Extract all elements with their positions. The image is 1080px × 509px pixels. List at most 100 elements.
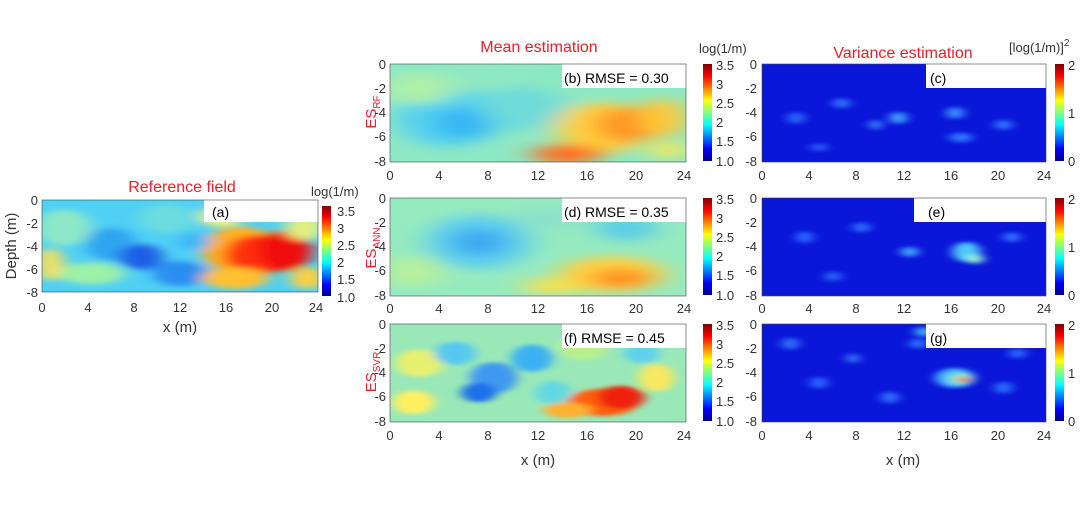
cb-tick: 1 xyxy=(1068,106,1075,121)
x-tick: 8 xyxy=(852,168,859,183)
panel-frame xyxy=(389,197,687,297)
x-tick: 24 xyxy=(309,300,323,315)
y-tick: -8 xyxy=(26,285,38,300)
y-tick: 0 xyxy=(379,317,386,332)
y-tick: 0 xyxy=(379,191,386,206)
y-tick: -6 xyxy=(745,129,757,144)
cb-tick: 1.5 xyxy=(337,272,355,287)
cb-tick: 2.5 xyxy=(716,356,734,371)
cb-tick: 1.5 xyxy=(716,268,734,283)
x-tick: 16 xyxy=(580,301,594,316)
y-tick: -2 xyxy=(745,215,757,230)
y-tick: -2 xyxy=(374,215,386,230)
row-label-text: ESSVR xyxy=(363,352,383,393)
y-tick: -4 xyxy=(26,239,38,254)
var-x-ticks-row3: 0 4 8 12 16 20 24 xyxy=(758,428,1051,443)
cb-tick: 1.5 xyxy=(716,394,734,409)
x-tick: 12 xyxy=(531,301,545,316)
y-tick: -8 xyxy=(745,288,757,303)
cb-tick: 3 xyxy=(716,77,723,92)
var-x-ticks-row2: 0 4 8 12 16 20 24 xyxy=(758,301,1051,316)
x-tick: 16 xyxy=(944,428,958,443)
row-label-text: ESRF xyxy=(363,95,383,128)
y-tick: 0 xyxy=(31,193,38,208)
y-tick: -8 xyxy=(374,154,386,169)
mean-y-ticks-row1: 0 -2 -4 -6 -8 xyxy=(374,57,386,169)
colorbar-ticks: 2 1 0 xyxy=(1068,192,1075,303)
cb-tick: 2.5 xyxy=(716,230,734,245)
cb-tick: 2.5 xyxy=(337,238,355,253)
colorbar-var-row2 xyxy=(1055,198,1064,295)
cb-tick: 3.5 xyxy=(337,204,355,219)
row-label-svr: ESSVR xyxy=(363,352,383,393)
panel-mean-rf: (b) RMSE = 0.30 xyxy=(389,63,687,163)
depth-axis-label: Depth (m) xyxy=(3,213,20,280)
colorbar-ticks: 2 1 0 xyxy=(1068,58,1075,169)
panel-label-box xyxy=(562,324,686,348)
x-tick: 12 xyxy=(531,428,545,443)
x-tick: 20 xyxy=(629,301,643,316)
reference-y-ticks: 0 -2 -4 -6 -8 xyxy=(26,193,38,300)
cb-tick: 1 xyxy=(1068,240,1075,255)
y-tick: -8 xyxy=(374,414,386,429)
panel-frame xyxy=(761,323,1047,423)
x-tick: 4 xyxy=(435,428,442,443)
x-tick: 20 xyxy=(991,301,1005,316)
x-tick: 0 xyxy=(386,168,393,183)
colorbar-unit: log(1/m) xyxy=(311,184,359,199)
cb-tick: 1.0 xyxy=(716,154,734,169)
panel-var-svr: (g) xyxy=(761,323,1047,423)
panel-label-f: (f) RMSE = 0.45 xyxy=(564,330,665,346)
cb-tick: 1 xyxy=(1068,366,1075,381)
y-tick: -2 xyxy=(26,216,38,231)
y-tick: -4 xyxy=(374,105,386,120)
x-tick: 0 xyxy=(386,301,393,316)
x-tick: 12 xyxy=(897,168,911,183)
x-tick: 4 xyxy=(805,168,812,183)
x-tick: 8 xyxy=(852,428,859,443)
x-tick: 16 xyxy=(580,428,594,443)
cb-tick: 1.0 xyxy=(716,288,734,303)
colorbar-ticks: 3.5 3 2.5 2 1.5 1.0 xyxy=(716,318,734,429)
y-tick: -2 xyxy=(374,341,386,356)
x-tick: 8 xyxy=(852,301,859,316)
x-tick: 0 xyxy=(758,428,765,443)
cb-tick: 2 xyxy=(716,375,723,390)
mean-y-ticks-row3: 0 -2 -4 -6 -8 xyxy=(374,317,386,429)
y-tick: 0 xyxy=(379,57,386,72)
cb-tick: 3.5 xyxy=(716,58,734,73)
y-tick: -4 xyxy=(745,239,757,254)
mean-x-ticks-row1: 0 4 8 12 16 20 24 xyxy=(386,168,691,183)
x-tick: 4 xyxy=(805,301,812,316)
row-label-ann: ESANN xyxy=(363,227,383,268)
y-tick: 0 xyxy=(750,317,757,332)
title-variance: Variance estimation xyxy=(833,45,972,62)
y-tick: 0 xyxy=(750,191,757,206)
x-tick: 20 xyxy=(991,428,1005,443)
x-tick: 4 xyxy=(805,428,812,443)
panel-mean-ann: (d) RMSE = 0.35 xyxy=(389,197,687,297)
x-tick: 12 xyxy=(897,428,911,443)
x-tick: 4 xyxy=(435,168,442,183)
cb-tick: 0 xyxy=(1068,414,1075,429)
panel-var-ann: (e) xyxy=(761,197,1047,297)
colorbar-mean-row2 xyxy=(703,198,712,295)
panel-frame xyxy=(761,197,1047,297)
panel-frame xyxy=(761,63,1047,163)
var-y-ticks-row1: 0 -2 -4 -6 -8 xyxy=(745,57,757,169)
reference-x-ticks: 0 4 8 12 16 20 24 xyxy=(38,300,323,315)
x-tick: 20 xyxy=(991,168,1005,183)
x-tick: 8 xyxy=(484,168,491,183)
y-tick: -2 xyxy=(374,81,386,96)
row-label-rf: ESRF xyxy=(363,95,383,128)
y-tick: -6 xyxy=(745,263,757,278)
cb-tick: 1.5 xyxy=(716,134,734,149)
cb-tick: 2 xyxy=(716,115,723,130)
title-mean: Mean estimation xyxy=(480,39,597,56)
y-tick: -8 xyxy=(374,288,386,303)
x-tick: 12 xyxy=(897,301,911,316)
colorbar-ticks: 3.5 3 2.5 2 1.5 1.0 xyxy=(716,58,734,169)
panel-var-rf: (c) xyxy=(761,63,1047,163)
mean-x-ticks-row2: 0 4 8 12 16 20 24 xyxy=(386,301,691,316)
x-tick: 0 xyxy=(386,428,393,443)
